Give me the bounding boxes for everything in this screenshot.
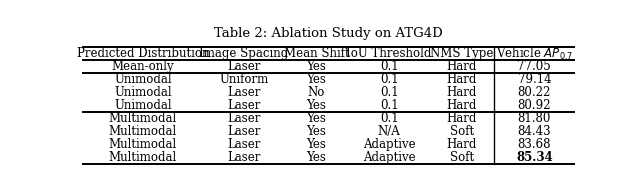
Text: Soft: Soft [450, 151, 474, 164]
Text: Yes: Yes [307, 60, 326, 73]
Text: Hard: Hard [447, 73, 477, 86]
Text: Yes: Yes [307, 151, 326, 164]
Text: Multimodal: Multimodal [109, 112, 177, 125]
Text: NMS Type: NMS Type [430, 47, 493, 60]
Text: Multimodal: Multimodal [109, 138, 177, 151]
Text: Yes: Yes [307, 112, 326, 125]
Text: 81.80: 81.80 [518, 112, 551, 125]
Text: Mean-only: Mean-only [111, 60, 174, 73]
Text: 0.1: 0.1 [380, 60, 398, 73]
Text: 0.1: 0.1 [380, 86, 398, 99]
Text: Multimodal: Multimodal [109, 151, 177, 164]
Text: Hard: Hard [447, 138, 477, 151]
Text: Hard: Hard [447, 86, 477, 99]
Text: Mean Shift: Mean Shift [284, 47, 349, 60]
Text: Yes: Yes [307, 73, 326, 86]
Text: Table 2: Ablation Study on ATG4D: Table 2: Ablation Study on ATG4D [214, 27, 442, 40]
Text: Predicted Distribution: Predicted Distribution [77, 47, 209, 60]
Text: 80.22: 80.22 [518, 86, 551, 99]
Text: 83.68: 83.68 [518, 138, 551, 151]
Text: Adaptive: Adaptive [363, 151, 415, 164]
Text: N/A: N/A [378, 125, 401, 138]
Text: 80.92: 80.92 [518, 99, 551, 112]
Text: 0.1: 0.1 [380, 99, 398, 112]
Text: Laser: Laser [227, 86, 260, 99]
Text: Laser: Laser [227, 151, 260, 164]
Text: Image Spacing: Image Spacing [199, 47, 289, 60]
Text: Unimodal: Unimodal [114, 73, 172, 86]
Text: 85.34: 85.34 [516, 151, 553, 164]
Text: Unimodal: Unimodal [114, 99, 172, 112]
Text: Uniform: Uniform [219, 73, 268, 86]
Text: 0.1: 0.1 [380, 73, 398, 86]
Text: Soft: Soft [450, 125, 474, 138]
Text: Multimodal: Multimodal [109, 125, 177, 138]
Text: Laser: Laser [227, 125, 260, 138]
Text: 0.1: 0.1 [380, 112, 398, 125]
Text: Unimodal: Unimodal [114, 86, 172, 99]
Text: Hard: Hard [447, 60, 477, 73]
Text: No: No [308, 86, 325, 99]
Text: IoU Threshold: IoU Threshold [346, 47, 432, 60]
Text: Yes: Yes [307, 125, 326, 138]
Text: Laser: Laser [227, 138, 260, 151]
Text: Yes: Yes [307, 99, 326, 112]
Text: 84.43: 84.43 [518, 125, 551, 138]
Text: Laser: Laser [227, 112, 260, 125]
Text: Hard: Hard [447, 99, 477, 112]
Text: Yes: Yes [307, 138, 326, 151]
Text: Hard: Hard [447, 112, 477, 125]
Text: Adaptive: Adaptive [363, 138, 415, 151]
Text: Laser: Laser [227, 60, 260, 73]
Text: Vehicle $AP_{0.7}$: Vehicle $AP_{0.7}$ [496, 46, 573, 62]
Text: 77.05: 77.05 [518, 60, 551, 73]
Text: 79.14: 79.14 [518, 73, 551, 86]
Text: Laser: Laser [227, 99, 260, 112]
